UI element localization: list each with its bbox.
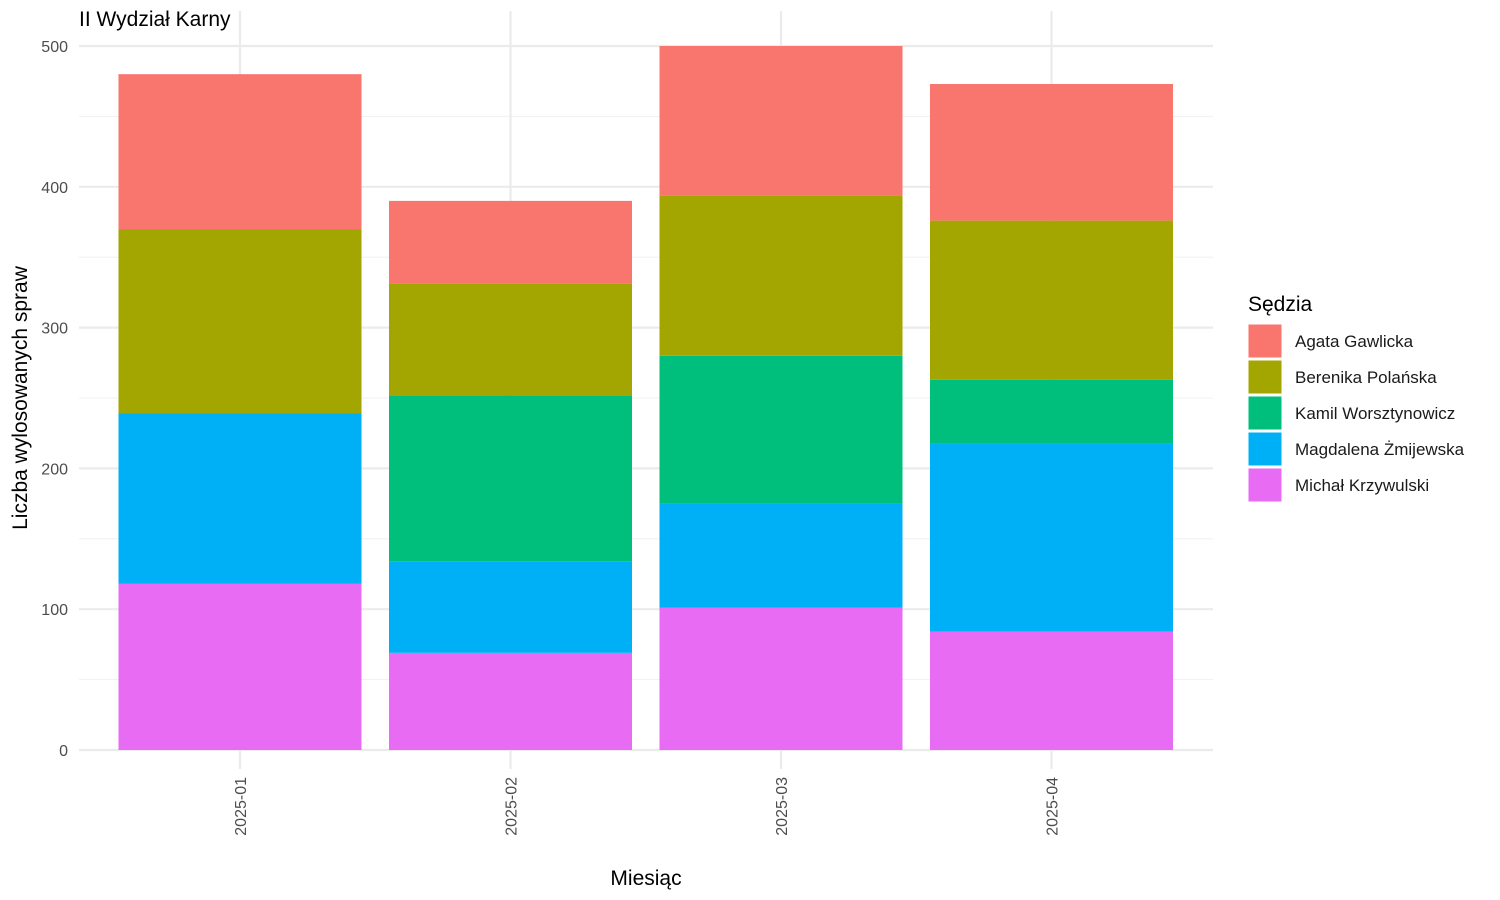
- bar-segment: [389, 283, 632, 396]
- x-tick-label: 2025-04: [1045, 777, 1062, 836]
- bar-segment: [659, 503, 903, 608]
- bar-segment: [930, 443, 1173, 632]
- bar-segment: [389, 395, 632, 562]
- bar-segment: [118, 74, 362, 230]
- bar-segment: [118, 413, 362, 584]
- chart-title: II Wydział Karny: [79, 8, 231, 31]
- bar-segment: [389, 200, 632, 284]
- legend-label: Berenika Polańska: [1295, 368, 1437, 387]
- x-axis-title: Miesiąc: [610, 867, 681, 890]
- bar-segment: [930, 379, 1173, 444]
- legend-label: Kamil Worsztynowicz: [1295, 404, 1455, 423]
- bar-segment: [930, 84, 1173, 221]
- y-axis-ticks: 0 100 200 300 400 500: [41, 39, 68, 760]
- x-axis-ticks: 2025-01 2025-02 2025-03 2025-04: [233, 777, 1062, 836]
- bar-segment: [659, 46, 903, 196]
- legend: Sędzia Agata Gawlicka Berenika Polańska Ka…: [1247, 293, 1465, 503]
- x-tick-label: 2025-03: [774, 777, 791, 836]
- bar-segment: [659, 195, 903, 356]
- y-tick-label: 100: [41, 602, 68, 619]
- bar-segment: [659, 355, 903, 504]
- x-tick-label: 2025-02: [504, 777, 521, 836]
- legend-key: [1247, 323, 1283, 359]
- y-tick-label: 500: [41, 39, 68, 56]
- legend-key: [1247, 431, 1283, 467]
- legend-title: Sędzia: [1248, 293, 1313, 316]
- bars: [118, 46, 1173, 750]
- y-tick-label: 0: [59, 743, 68, 760]
- y-tick-label: 300: [41, 321, 68, 338]
- legend-label: Michał Krzywulski: [1295, 476, 1429, 495]
- legend-key: [1247, 467, 1283, 503]
- y-tick-label: 400: [41, 180, 68, 197]
- x-tick-label: 2025-01: [233, 777, 250, 836]
- bar-segment: [389, 561, 632, 653]
- bar-segment: [118, 229, 362, 414]
- legend-key: [1247, 395, 1283, 431]
- bar-segment: [930, 220, 1173, 380]
- bar-segment: [118, 583, 362, 750]
- legend-label: Magdalena Żmijewska: [1295, 440, 1465, 459]
- bar-segment: [930, 631, 1173, 750]
- y-tick-label: 200: [41, 461, 68, 478]
- y-axis-title: Liczba wylosowanych spraw: [9, 265, 32, 530]
- bar-segment: [389, 652, 632, 750]
- bar-segment: [659, 607, 903, 750]
- legend-label: Agata Gawlicka: [1295, 332, 1414, 351]
- legend-key: [1247, 359, 1283, 395]
